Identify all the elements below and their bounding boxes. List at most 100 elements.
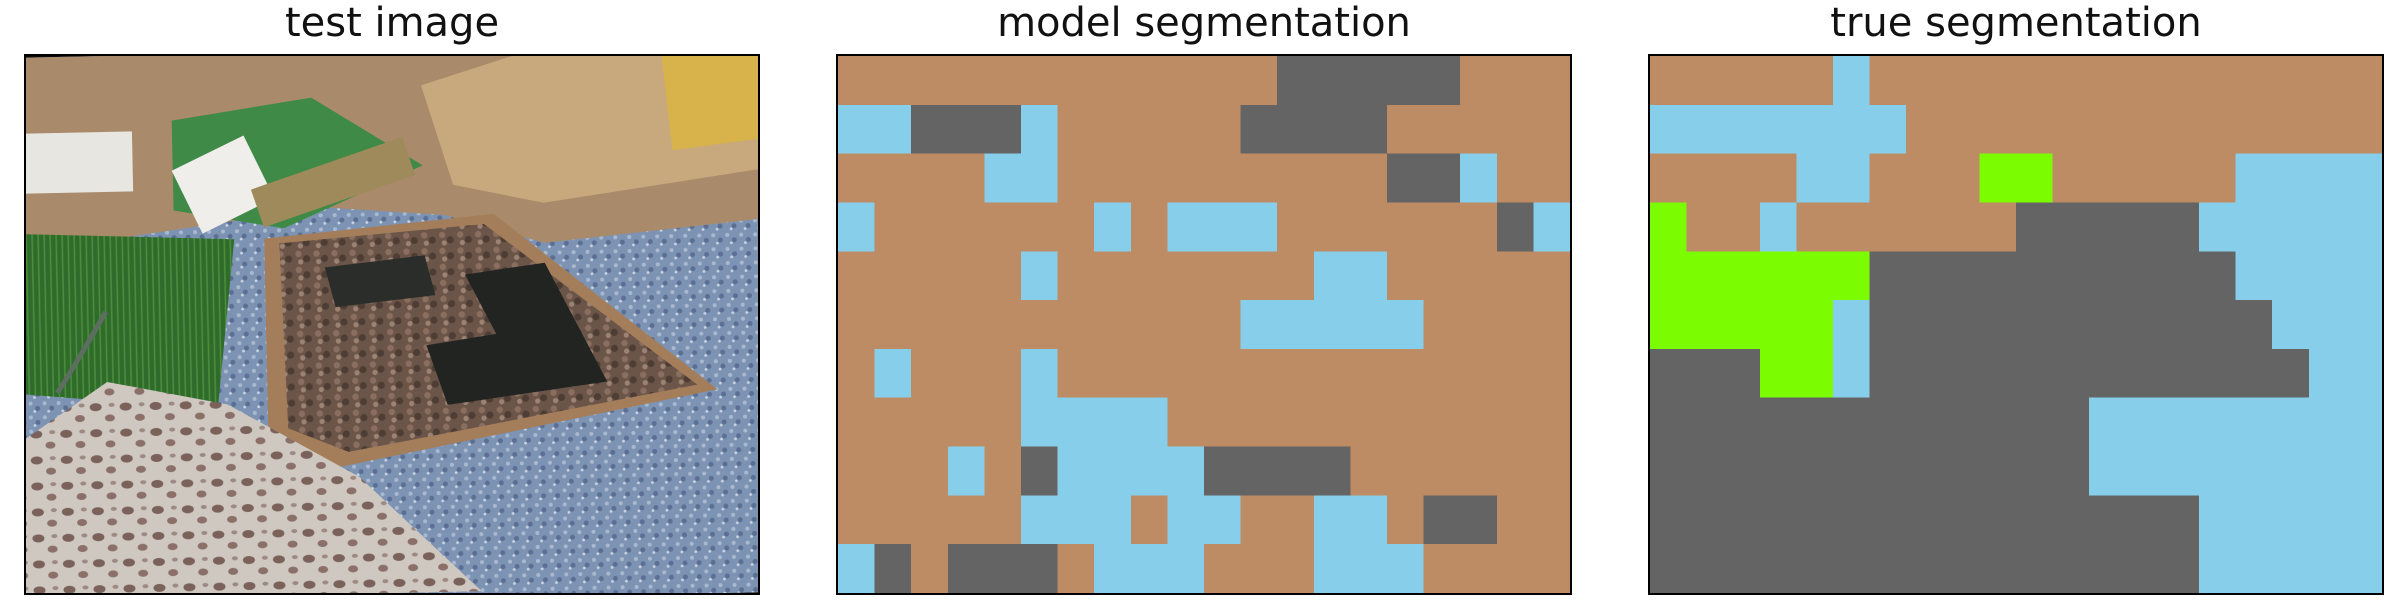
model-segmentation-cell (1204, 397, 1242, 448)
model-segmentation-cell (1240, 544, 1278, 593)
true-segmentation-cell (1979, 153, 2017, 204)
true-segmentation-cell (2272, 251, 2310, 301)
true-segmentation-cell (1686, 446, 1724, 496)
model-segmentation-cell (874, 300, 912, 350)
true-segmentation-cell (1942, 56, 1980, 106)
true-segmentation-cell (1759, 348, 1797, 399)
true-segmentation-cell (1796, 56, 1834, 106)
model-segmentation-cell (1460, 397, 1498, 448)
true-segmentation-cell (2272, 544, 2310, 593)
true-segmentation-cell (2089, 348, 2127, 399)
model-segmentation-cell (1460, 544, 1498, 593)
model-segmentation-cell (1204, 251, 1242, 301)
model-segmentation-cell (1387, 397, 1425, 448)
model-segmentation-cell (1167, 544, 1205, 593)
model-segmentation-cell (1130, 300, 1168, 350)
model-segmentation-cell (1277, 104, 1315, 155)
model-segmentation-cell (1350, 300, 1388, 350)
true-segmentation-cell (1723, 446, 1761, 496)
model-segmentation-cell (947, 446, 985, 496)
true-segmentation-cell (2125, 56, 2163, 106)
model-segmentation-cell (1277, 348, 1315, 399)
model-segmentation-cell (1460, 348, 1498, 399)
true-segmentation-cell (1686, 348, 1724, 399)
model-segmentation-cell (947, 397, 985, 448)
model-segmentation-cell (1387, 153, 1425, 204)
model-segmentation-cell (1204, 153, 1242, 204)
model-segmentation-cell (1021, 495, 1059, 545)
true-segmentation-cell (2016, 397, 2054, 448)
model-segmentation-cell (1277, 202, 1315, 252)
true-segmentation-cell (1759, 300, 1797, 350)
model-segmentation-cell (1533, 153, 1570, 204)
model-segmentation-cell (984, 153, 1022, 204)
true-segmentation-cell (1686, 104, 1724, 155)
true-segmentation-cell (1833, 544, 1871, 593)
true-segmentation-cell (2199, 251, 2237, 301)
true-segmentation-cell (1686, 495, 1724, 545)
model-segmentation-cell (947, 202, 985, 252)
model-segmentation-cell (1204, 104, 1242, 155)
true-segmentation-cell (2125, 348, 2163, 399)
true-segmentation-cell (2199, 153, 2237, 204)
true-segmentation-cell (1759, 251, 1797, 301)
model-segmentation-cell (1313, 104, 1351, 155)
model-segmentation-cell (874, 202, 912, 252)
model-segmentation-cell (1277, 495, 1315, 545)
true-segmentation-cell (1906, 397, 1944, 448)
true-segmentation-cell (2235, 397, 2273, 448)
model-segmentation-cell (1167, 495, 1205, 545)
true-segmentation-cell (1650, 397, 1688, 448)
true-segmentation-cell (1906, 56, 1944, 106)
model-segmentation-cell (1423, 153, 1461, 204)
true-segmentation-cell (2125, 104, 2163, 155)
model-segmentation-cell (1533, 56, 1570, 106)
true-segmentation-cell (2162, 153, 2200, 204)
model-segmentation-cell (874, 153, 912, 204)
model-segmentation-cell (1240, 251, 1278, 301)
true-segmentation-cell (2125, 202, 2163, 252)
true-segmentation-cell (2052, 495, 2090, 545)
true-segmentation-cell (2162, 348, 2200, 399)
true-segmentation-cell (1833, 348, 1871, 399)
true-segmentation-cell (1759, 202, 1797, 252)
true-segmentation-cell (2199, 446, 2237, 496)
model-segmentation-cell (838, 300, 876, 350)
model-segmentation-cell (1533, 202, 1570, 252)
model-segmentation-cell (1204, 495, 1242, 545)
model-segmentation-cell (947, 251, 985, 301)
model-segmentation-cell (1130, 348, 1168, 399)
true-segmentation-cell (1796, 348, 1834, 399)
true-segmentation-cell (1650, 104, 1688, 155)
model-segmentation-cell (874, 495, 912, 545)
model-segmentation-cell (1240, 300, 1278, 350)
true-segmentation-cell (2016, 300, 2054, 350)
true-segmentation-cell (1869, 544, 1907, 593)
model-segmentation-cell (1240, 446, 1278, 496)
model-segmentation-cell (1094, 495, 1132, 545)
true-segmentation-cell (1723, 397, 1761, 448)
true-segmentation-cell (2235, 300, 2273, 350)
true-segmentation-cell (2052, 446, 2090, 496)
true-segmentation-cell (1723, 202, 1761, 252)
model-segmentation-cell (1460, 56, 1498, 106)
true-segmentation-cell (2089, 153, 2127, 204)
model-segmentation-cell (1460, 202, 1498, 252)
model-segmentation-cell (838, 397, 876, 448)
model-segmentation-cell (1533, 495, 1570, 545)
true-segmentation-cell (1942, 397, 1980, 448)
true-segmentation-cell (1796, 397, 1834, 448)
true-segmentation-cell (2308, 446, 2346, 496)
model-segmentation-cell (947, 56, 985, 106)
true-segmentation-cell (1650, 495, 1688, 545)
true-segmentation-cell (2345, 300, 2382, 350)
true-segmentation-cell (2345, 495, 2382, 545)
true-segmentation-cell (2272, 446, 2310, 496)
true-segmentation-cell (2089, 56, 2127, 106)
true-segmentation-cell (1723, 348, 1761, 399)
true-segmentation-cell (1833, 446, 1871, 496)
true-segmentation-cell (2125, 397, 2163, 448)
model-segmentation-cell (1094, 202, 1132, 252)
model-segmentation-cell (947, 104, 985, 155)
true-segmentation-cell (1723, 56, 1761, 106)
